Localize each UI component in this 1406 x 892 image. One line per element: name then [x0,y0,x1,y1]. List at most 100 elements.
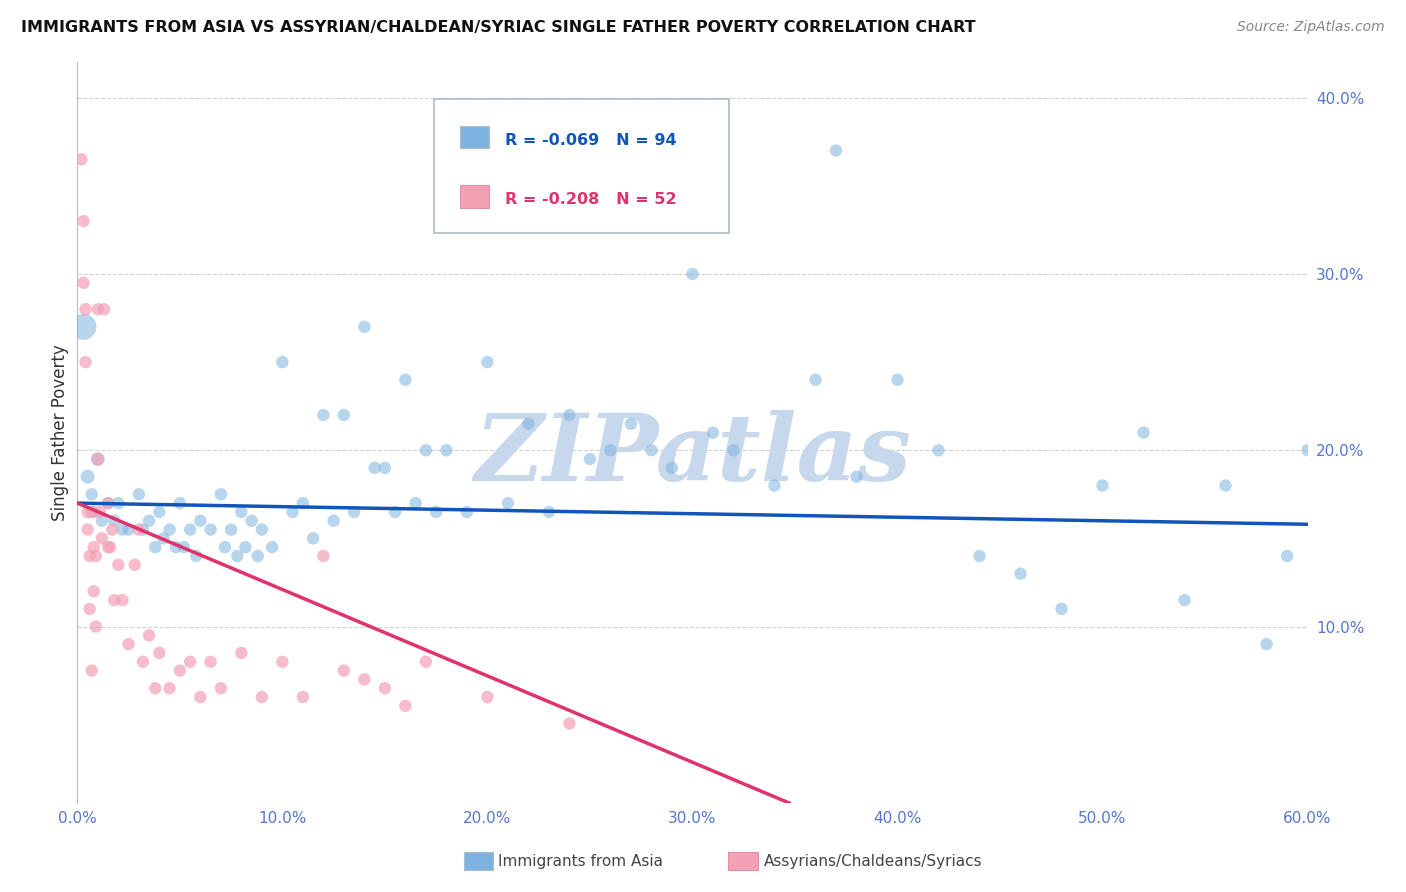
Point [98,540,121,554]
Point [173,540,195,554]
Point [579,452,602,467]
Point [1215,478,1237,492]
Point [1010,566,1032,581]
Point [763,478,786,492]
Point [640,443,662,458]
Point [477,355,499,369]
Point [271,355,294,369]
Point [374,681,396,696]
Point [226,549,249,563]
Point [179,523,201,537]
Point [537,505,560,519]
Point [90,514,114,528]
Point [111,523,134,537]
Point [1317,637,1340,651]
Point [186,549,208,563]
Point [231,505,253,519]
Point [363,461,385,475]
Point [477,690,499,704]
Text: ZIPatlas: ZIPatlas [474,409,911,500]
Point [75,302,97,317]
Point [200,655,222,669]
FancyBboxPatch shape [434,99,730,233]
Point [169,496,191,510]
Text: Source: ZipAtlas.com: Source: ZipAtlas.com [1237,20,1385,34]
Point [250,523,273,537]
Point [148,646,170,660]
Point [70,153,93,167]
Point [374,461,396,475]
Point [93,302,115,317]
Text: IMMIGRANTS FROM ASIA VS ASSYRIAN/CHALDEAN/SYRIAC SINGLE FATHER POVERTY CORRELATI: IMMIGRANTS FROM ASIA VS ASSYRIAN/CHALDEA… [21,20,976,35]
Point [1337,478,1360,492]
Point [103,514,125,528]
Point [80,505,103,519]
Text: Immigrants from Asia: Immigrants from Asia [498,854,664,869]
Point [103,593,125,607]
Point [76,469,98,483]
Point [84,619,107,633]
Point [219,523,242,537]
FancyBboxPatch shape [728,853,758,871]
Point [165,540,187,554]
Point [79,602,101,616]
Point [83,505,105,519]
Point [97,540,120,554]
Point [117,523,139,537]
Point [97,496,120,510]
Point [90,532,114,546]
Text: R = -0.208   N = 52: R = -0.208 N = 52 [506,192,678,207]
Point [111,593,134,607]
Point [312,408,335,422]
Point [281,505,304,519]
Point [825,144,848,158]
Point [558,716,581,731]
Point [1358,698,1381,713]
Point [97,496,120,510]
Point [1174,593,1197,607]
Point [72,319,94,334]
Point [87,452,110,467]
Point [425,505,447,519]
Point [76,505,98,519]
Point [80,487,103,501]
Point [214,540,236,554]
Point [886,373,908,387]
Y-axis label: Single Father Poverty: Single Father Poverty [51,344,69,521]
Point [702,425,724,440]
Point [384,505,406,519]
Point [87,452,110,467]
Point [143,681,166,696]
Point [179,655,201,669]
Point [235,540,257,554]
FancyBboxPatch shape [464,853,494,871]
Point [599,443,621,458]
Point [79,549,101,563]
Point [353,673,375,687]
Point [456,505,478,519]
Point [558,408,581,422]
Point [231,646,253,660]
Point [271,655,294,669]
Point [661,461,683,475]
Point [72,276,94,290]
Point [188,690,212,704]
Point [312,549,335,563]
Point [132,655,155,669]
Point [117,637,139,651]
Point [101,523,124,537]
Point [496,496,519,510]
FancyBboxPatch shape [460,126,489,148]
Point [291,496,314,510]
Point [76,523,98,537]
Point [405,496,427,510]
Point [620,417,643,431]
Point [1399,637,1406,651]
Point [83,540,105,554]
Point [107,496,129,510]
Point [353,319,375,334]
Point [1091,478,1114,492]
Point [159,523,181,537]
Point [343,505,366,519]
Point [132,523,155,537]
